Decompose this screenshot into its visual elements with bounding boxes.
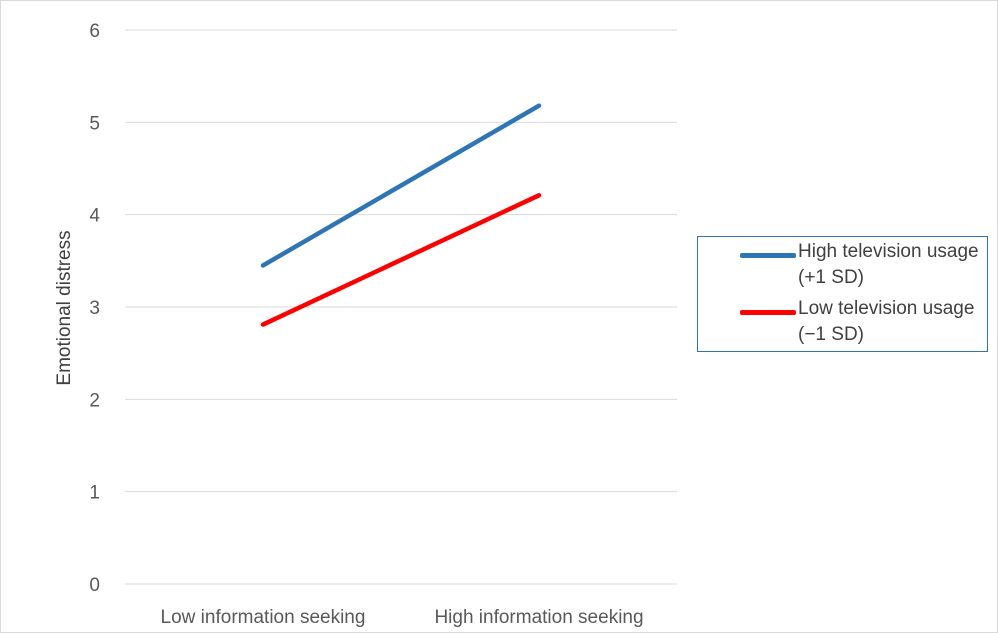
- legend: High television usage (+1 SD) Low televi…: [697, 236, 988, 352]
- legend-entry-high-tv: High television usage (+1 SD): [698, 239, 987, 295]
- legend-label-high-tv: High television usage (+1 SD): [798, 241, 979, 288]
- y-tick-label: 0: [89, 575, 100, 596]
- x-tick-label: Low information seeking: [161, 607, 366, 628]
- x-tick-label: High information seeking: [434, 607, 643, 628]
- series-lines: [260, 103, 542, 327]
- legend-swatch-high-tv: [740, 253, 796, 258]
- x-tick-labels: Low information seeking High information …: [161, 607, 644, 628]
- y-tick-label: 1: [89, 483, 100, 504]
- gridlines: [125, 29, 677, 585]
- legend-label-low-tv: Low television usage (−1 SD): [798, 298, 975, 345]
- y-tick-label: 2: [89, 390, 100, 411]
- legend-entry-low-tv: Low television usage (−1 SD): [698, 296, 987, 352]
- y-tick-label: 5: [89, 113, 100, 134]
- y-tick-label: 4: [89, 206, 100, 227]
- y-tick-label: 3: [89, 298, 100, 319]
- y-axis-title: Emotional distress: [54, 230, 75, 385]
- legend-swatch-low-tv: [740, 310, 796, 315]
- series-line-1: [260, 193, 542, 327]
- y-tick-labels: 0 1 2 3 4 5 6: [89, 21, 100, 596]
- series-line-0: [260, 103, 542, 268]
- y-tick-label: 6: [89, 21, 100, 42]
